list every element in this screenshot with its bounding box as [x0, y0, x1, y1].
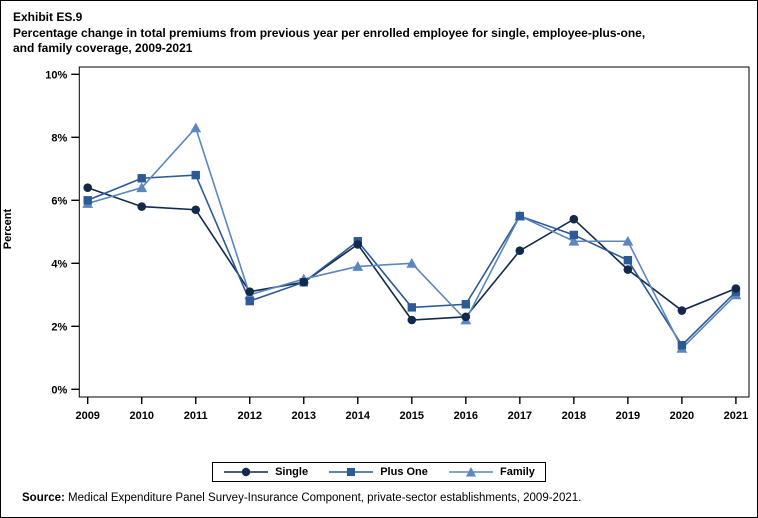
svg-text:2018: 2018 — [562, 410, 586, 422]
svg-text:2017: 2017 — [508, 410, 532, 422]
legend-label-single: Single — [275, 466, 309, 478]
svg-text:2014: 2014 — [346, 410, 371, 422]
svg-text:2020: 2020 — [670, 410, 694, 422]
svg-text:10%: 10% — [45, 69, 67, 81]
chart-title-line2: and family coverage, 2009-2021 — [13, 41, 193, 55]
svg-text:2011: 2011 — [184, 410, 208, 422]
legend-label-plus-one: Plus One — [380, 466, 428, 478]
chart-title-line1: Percentage change in total premiums from… — [13, 25, 646, 40]
svg-text:0%: 0% — [51, 384, 67, 396]
source-note: Source: Medical Expenditure Panel Survey… — [22, 492, 749, 504]
svg-text:2010: 2010 — [129, 410, 153, 422]
svg-text:2012: 2012 — [238, 410, 262, 422]
plus-one-line-square-icon — [329, 468, 374, 476]
title-block: Exhibit ES.9 Percentage change in total … — [13, 10, 749, 57]
legend-label-family: Family — [500, 466, 535, 478]
svg-text:2016: 2016 — [454, 410, 478, 422]
svg-text:2%: 2% — [51, 321, 67, 333]
svg-text:2019: 2019 — [616, 410, 640, 422]
svg-text:4%: 4% — [51, 258, 67, 270]
svg-text:2015: 2015 — [400, 410, 424, 422]
line-chart-plot-area: 0% 2% 4% 6% 8% 10% 2009 2010 2011 2012 2013 2014 201… — [45, 66, 750, 422]
svg-text:8%: 8% — [51, 132, 67, 144]
legend: Single Plus One Family — [212, 462, 546, 482]
legend-item-plus-one: Plus One — [328, 466, 428, 478]
legend-item-single: Single — [223, 466, 308, 478]
exhibit-number: Exhibit ES.9 — [13, 10, 83, 24]
svg-text:2021: 2021 — [724, 410, 748, 422]
svg-text:2009: 2009 — [75, 410, 99, 422]
svg-text:6%: 6% — [51, 195, 67, 207]
family-line-triangle-icon — [449, 467, 494, 477]
legend-item-family: Family — [448, 466, 535, 478]
source-label: Source: — [22, 492, 65, 504]
source-text: Medical Expenditure Panel Survey-Insuran… — [64, 492, 582, 504]
single-line-circle-icon — [224, 467, 269, 477]
svg-text:2013: 2013 — [292, 410, 316, 422]
